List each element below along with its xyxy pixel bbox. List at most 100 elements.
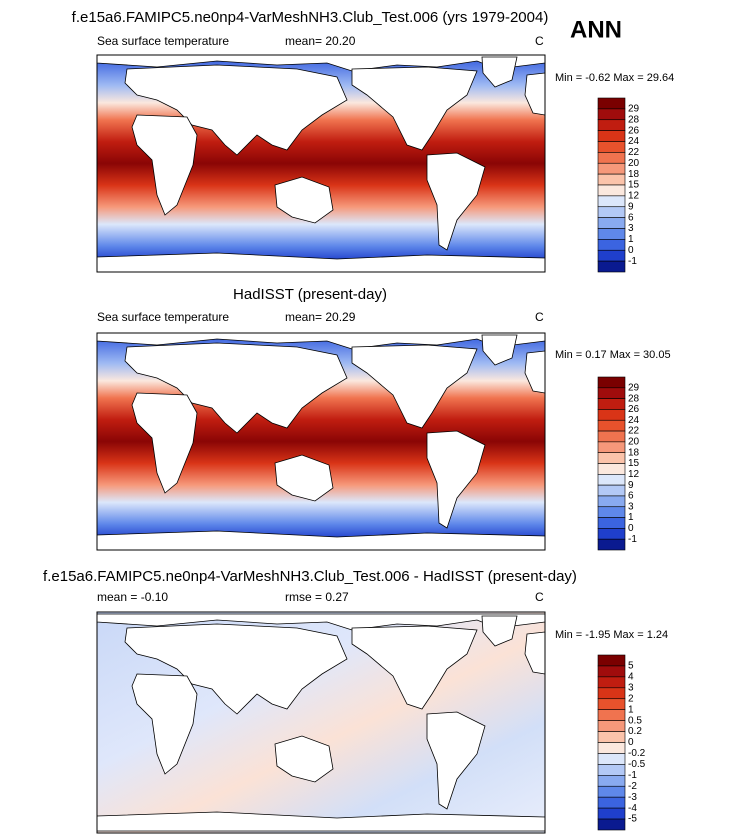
colorbar-label: 28 [628, 114, 640, 125]
colorbar-label: 5 [628, 661, 634, 672]
colorbar-label: 0 [628, 523, 634, 534]
colorbar-box [597, 119, 626, 131]
colorbar-label: 0 [628, 737, 634, 748]
colorbar-label: 22 [628, 426, 640, 437]
colorbar-label: -0.5 [628, 759, 646, 770]
colorbar-box [597, 463, 626, 475]
colorbar-label: 26 [628, 125, 640, 136]
colorbar-box [597, 538, 626, 551]
colorbar-label: 6 [628, 212, 634, 223]
units: C [535, 34, 544, 48]
colorbar-box [597, 152, 626, 164]
colorbar-label: 18 [628, 169, 640, 180]
colorbar-label: 9 [628, 201, 634, 212]
colorbar-label: 0 [628, 245, 634, 256]
colorbar-box [597, 807, 626, 820]
colorbar-box [597, 141, 626, 153]
colorbar-box [597, 495, 626, 508]
map-frame [96, 54, 546, 273]
colorbar-label: 2 [628, 693, 634, 704]
colorbar-box [597, 409, 626, 421]
colorbar-box [597, 506, 626, 518]
colorbar-box [597, 676, 626, 689]
colorbar-label: 1 [628, 234, 634, 245]
colorbar-box [597, 419, 626, 432]
colorbar-box [597, 228, 626, 240]
panel-title: HadISST (present-day) [233, 286, 387, 303]
colorbar-box [597, 398, 626, 410]
min-max: Min = -1.95 Max = 1.24 [555, 629, 668, 641]
panel-header: rmse = 0.27 [285, 590, 349, 604]
colorbar-box [597, 173, 626, 186]
colorbar-label: -3 [628, 792, 637, 803]
colorbar-label: 3 [628, 682, 634, 693]
colorbar-label: 0.5 [628, 715, 642, 726]
map-frame [96, 611, 546, 834]
colorbar-label: -4 [628, 803, 637, 814]
min-max: Min = 0.17 Max = 30.05 [555, 349, 671, 361]
colorbar-label: 1 [628, 704, 634, 715]
colorbar-box [597, 162, 626, 175]
colorbar-label: 28 [628, 393, 640, 404]
colorbar-label: 3 [628, 223, 634, 234]
colorbar-label: 3 [628, 501, 634, 512]
colorbar-label: 24 [628, 136, 640, 147]
colorbar-label: 26 [628, 404, 640, 415]
colorbar-box [597, 687, 626, 700]
colorbar-box [597, 474, 626, 486]
colorbar-label: -1 [628, 534, 637, 545]
season-label: ANN [570, 16, 622, 43]
colorbar-box [597, 249, 626, 262]
colorbar-box [597, 731, 626, 743]
colorbar-label: 12 [628, 191, 640, 202]
panel-header: mean= 20.29 [285, 310, 356, 324]
colorbar-box [597, 753, 626, 765]
colorbar-box [597, 260, 626, 273]
colorbar-box [597, 217, 626, 229]
colorbar-box [597, 775, 626, 787]
colorbar-box [597, 108, 626, 121]
colorbar-label: 15 [628, 180, 640, 191]
colorbar-box [597, 195, 626, 208]
colorbar-label: -1 [628, 256, 637, 267]
panel-header: mean= 20.20 [285, 34, 356, 48]
colorbar-label: -2 [628, 781, 637, 792]
colorbar-label: 29 [628, 382, 640, 393]
colorbar-box [597, 184, 626, 197]
colorbar-box [597, 484, 626, 497]
colorbar-box [597, 796, 626, 809]
colorbar-box [597, 130, 626, 142]
colorbar-label: 24 [628, 415, 640, 426]
colorbar-box [597, 376, 626, 389]
colorbar-box [597, 818, 626, 831]
colorbar-label: 6 [628, 491, 634, 502]
panel-title: f.e15a6.FAMIPC5.ne0np4-VarMeshNH3.Club_T… [72, 9, 549, 26]
colorbar-label: 18 [628, 447, 640, 458]
colorbar-label: -1 [628, 770, 637, 781]
colorbar-box [597, 206, 626, 218]
colorbar-label: 9 [628, 480, 634, 491]
colorbar-box [597, 239, 626, 251]
colorbar-box [597, 785, 626, 798]
colorbar-box [597, 698, 626, 710]
colorbar-box [597, 665, 626, 678]
colorbar-box [597, 97, 626, 110]
colorbar-label: 29 [628, 104, 640, 115]
units: C [535, 590, 544, 604]
colorbar-box [597, 528, 626, 540]
colorbar-box [597, 441, 626, 453]
colorbar-label: -5 [628, 814, 637, 825]
colorbar-box [597, 517, 626, 529]
panel-title: f.e15a6.FAMIPC5.ne0np4-VarMeshNH3.Club_T… [43, 568, 577, 585]
colorbar-box [597, 387, 626, 399]
colorbar-box [597, 742, 626, 754]
colorbar-label: 15 [628, 458, 640, 469]
min-max: Min = -0.62 Max = 29.64 [555, 72, 674, 84]
panel-header: Sea surface temperature [97, 310, 229, 324]
colorbar-box [597, 452, 626, 464]
panel-header: Sea surface temperature [97, 34, 229, 48]
colorbar-box [597, 720, 626, 732]
colorbar-label: 22 [628, 147, 640, 158]
colorbar-label: 20 [628, 437, 640, 448]
